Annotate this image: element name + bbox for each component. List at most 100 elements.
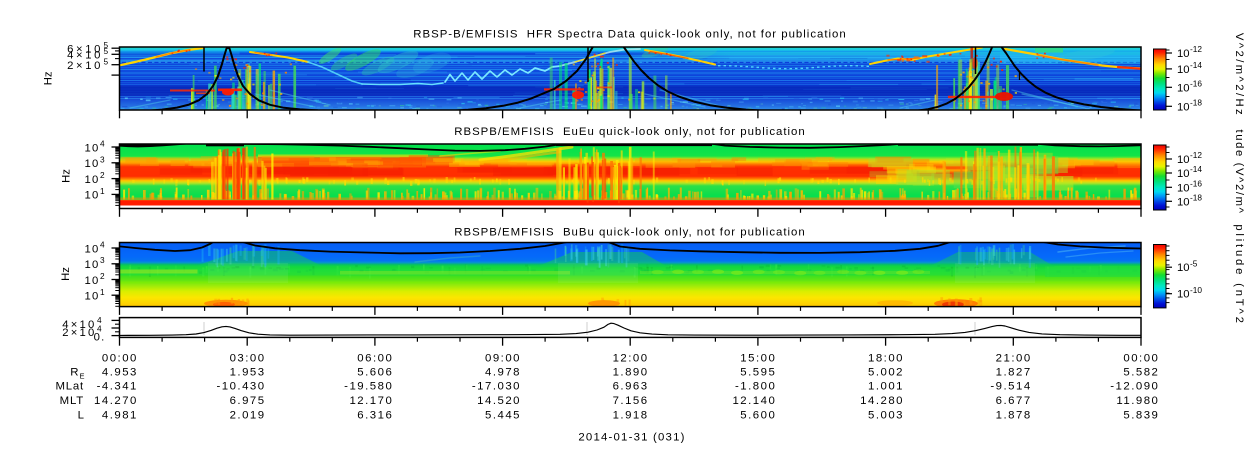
svg-text:10: 10 bbox=[1177, 154, 1190, 166]
svg-text:5.002: 5.002 bbox=[868, 367, 904, 379]
svg-text:2: 2 bbox=[100, 170, 105, 180]
svg-text:11.980: 11.980 bbox=[1116, 395, 1159, 407]
svg-text:6×10: 6×10 bbox=[67, 44, 103, 56]
svg-text:RBSP-B/EMFISIS HFR Spectra Da: RBSP-B/EMFISIS HFR Spectra Data quick-lo… bbox=[413, 28, 846, 40]
svg-text:-12.090: -12.090 bbox=[1110, 381, 1159, 393]
svg-text:plitude (nT^2: plitude (nT^2 bbox=[1233, 224, 1245, 325]
svg-text:-1.800: -1.800 bbox=[735, 381, 776, 393]
svg-text:Hz: Hz bbox=[43, 71, 55, 85]
svg-text:10: 10 bbox=[1177, 182, 1190, 194]
svg-text:15:00: 15:00 bbox=[740, 353, 776, 365]
svg-text:-18: -18 bbox=[1190, 98, 1202, 108]
svg-text:21:00: 21:00 bbox=[996, 353, 1032, 365]
svg-text:10: 10 bbox=[85, 243, 100, 255]
svg-text:1.878: 1.878 bbox=[996, 410, 1032, 422]
svg-text:-12: -12 bbox=[1190, 44, 1202, 54]
svg-text:10: 10 bbox=[1177, 196, 1190, 208]
svg-text:RBSPB/EMFISIS BuBu quick-look: RBSPB/EMFISIS BuBu quick-look only, not … bbox=[454, 227, 805, 239]
svg-text:10: 10 bbox=[85, 142, 100, 154]
svg-text:-19.580: -19.580 bbox=[344, 381, 393, 393]
svg-text:-10.430: -10.430 bbox=[216, 381, 265, 393]
svg-text:4: 4 bbox=[97, 323, 102, 333]
svg-text:2×10: 2×10 bbox=[67, 60, 103, 72]
svg-text:4: 4 bbox=[100, 240, 105, 250]
svg-text:-4.341: -4.341 bbox=[97, 381, 138, 393]
svg-text:10: 10 bbox=[85, 158, 100, 170]
svg-text:1: 1 bbox=[100, 186, 105, 196]
svg-text:0.: 0. bbox=[94, 332, 106, 344]
svg-text:-10: -10 bbox=[1190, 285, 1202, 295]
svg-text:-16: -16 bbox=[1190, 179, 1202, 189]
svg-text:3: 3 bbox=[100, 154, 105, 164]
svg-text:5.606: 5.606 bbox=[357, 367, 393, 379]
svg-text:5.839: 5.839 bbox=[1123, 410, 1159, 422]
svg-text:5: 5 bbox=[104, 56, 109, 66]
svg-text:10: 10 bbox=[85, 174, 100, 186]
svg-text:4: 4 bbox=[97, 315, 102, 325]
svg-text:5.595: 5.595 bbox=[740, 367, 776, 379]
svg-text:-14: -14 bbox=[1190, 164, 1202, 174]
svg-text:10: 10 bbox=[85, 259, 100, 271]
svg-text:14.270: 14.270 bbox=[94, 395, 138, 407]
svg-text:12.170: 12.170 bbox=[349, 395, 393, 407]
svg-text:1.953: 1.953 bbox=[230, 367, 266, 379]
svg-text:Hz: Hz bbox=[60, 169, 72, 183]
svg-text:10: 10 bbox=[85, 190, 100, 202]
svg-text:10: 10 bbox=[1177, 82, 1190, 94]
svg-text:5.600: 5.600 bbox=[740, 410, 776, 422]
svg-text:3: 3 bbox=[100, 255, 105, 265]
svg-text:6.316: 6.316 bbox=[357, 410, 393, 422]
svg-text:-16: -16 bbox=[1190, 79, 1202, 89]
svg-text:-12: -12 bbox=[1190, 150, 1202, 160]
svg-text:4: 4 bbox=[100, 139, 105, 149]
svg-text:E: E bbox=[80, 371, 85, 380]
svg-text:14.520: 14.520 bbox=[477, 395, 521, 407]
svg-text:5.445: 5.445 bbox=[485, 410, 521, 422]
svg-text:10: 10 bbox=[1177, 168, 1190, 180]
svg-text:18:00: 18:00 bbox=[868, 353, 904, 365]
svg-text:MLat: MLat bbox=[55, 381, 84, 393]
svg-text:6.677: 6.677 bbox=[996, 395, 1032, 407]
svg-text:6.975: 6.975 bbox=[230, 395, 266, 407]
svg-text:1.827: 1.827 bbox=[996, 367, 1032, 379]
svg-text:10: 10 bbox=[1177, 64, 1190, 76]
svg-text:00:00: 00:00 bbox=[102, 353, 138, 365]
svg-text:2014-01-31 (031): 2014-01-31 (031) bbox=[578, 432, 685, 444]
svg-text:09:00: 09:00 bbox=[485, 353, 521, 365]
svg-text:MLT: MLT bbox=[60, 395, 84, 407]
svg-text:10: 10 bbox=[1177, 262, 1190, 274]
svg-text:10: 10 bbox=[1177, 289, 1190, 301]
svg-text:2: 2 bbox=[100, 271, 105, 281]
svg-text:-18: -18 bbox=[1190, 193, 1202, 203]
svg-text:10: 10 bbox=[1177, 48, 1190, 60]
svg-text:5: 5 bbox=[104, 46, 109, 56]
svg-text:R: R bbox=[70, 367, 78, 379]
svg-text:-5: -5 bbox=[1190, 258, 1198, 268]
svg-text:12.140: 12.140 bbox=[732, 395, 776, 407]
svg-text:7.156: 7.156 bbox=[613, 395, 649, 407]
svg-text:1.001: 1.001 bbox=[868, 381, 904, 393]
svg-text:-17.030: -17.030 bbox=[472, 381, 521, 393]
svg-text:10: 10 bbox=[1177, 101, 1190, 113]
svg-text:12:00: 12:00 bbox=[613, 353, 649, 365]
svg-text:5.582: 5.582 bbox=[1123, 367, 1159, 379]
svg-text:tude (V^2/m^: tude (V^2/m^ bbox=[1233, 129, 1245, 214]
svg-text:RBSPB/EMFISIS EuEu quick-look: RBSPB/EMFISIS EuEu quick-look only, not … bbox=[454, 126, 805, 138]
svg-text:2×10: 2×10 bbox=[62, 327, 96, 339]
svg-text:Hz: Hz bbox=[60, 267, 72, 281]
svg-text:03:00: 03:00 bbox=[230, 353, 266, 365]
svg-text:10: 10 bbox=[85, 291, 100, 303]
svg-text:1: 1 bbox=[100, 287, 105, 297]
svg-text:6.963: 6.963 bbox=[613, 381, 649, 393]
svg-text:14.280: 14.280 bbox=[860, 395, 904, 407]
svg-text:L: L bbox=[78, 410, 84, 422]
svg-text:5: 5 bbox=[104, 40, 109, 50]
svg-text:V^2/m^2/Hz: V^2/m^2/Hz bbox=[1233, 33, 1245, 117]
svg-text:4.978: 4.978 bbox=[485, 367, 521, 379]
svg-text:5.003: 5.003 bbox=[868, 410, 904, 422]
svg-text:4×10: 4×10 bbox=[67, 50, 103, 62]
svg-text:06:00: 06:00 bbox=[357, 353, 393, 365]
svg-text:-14: -14 bbox=[1190, 60, 1202, 70]
svg-text:4×10: 4×10 bbox=[62, 319, 96, 331]
svg-text:1.890: 1.890 bbox=[613, 367, 649, 379]
